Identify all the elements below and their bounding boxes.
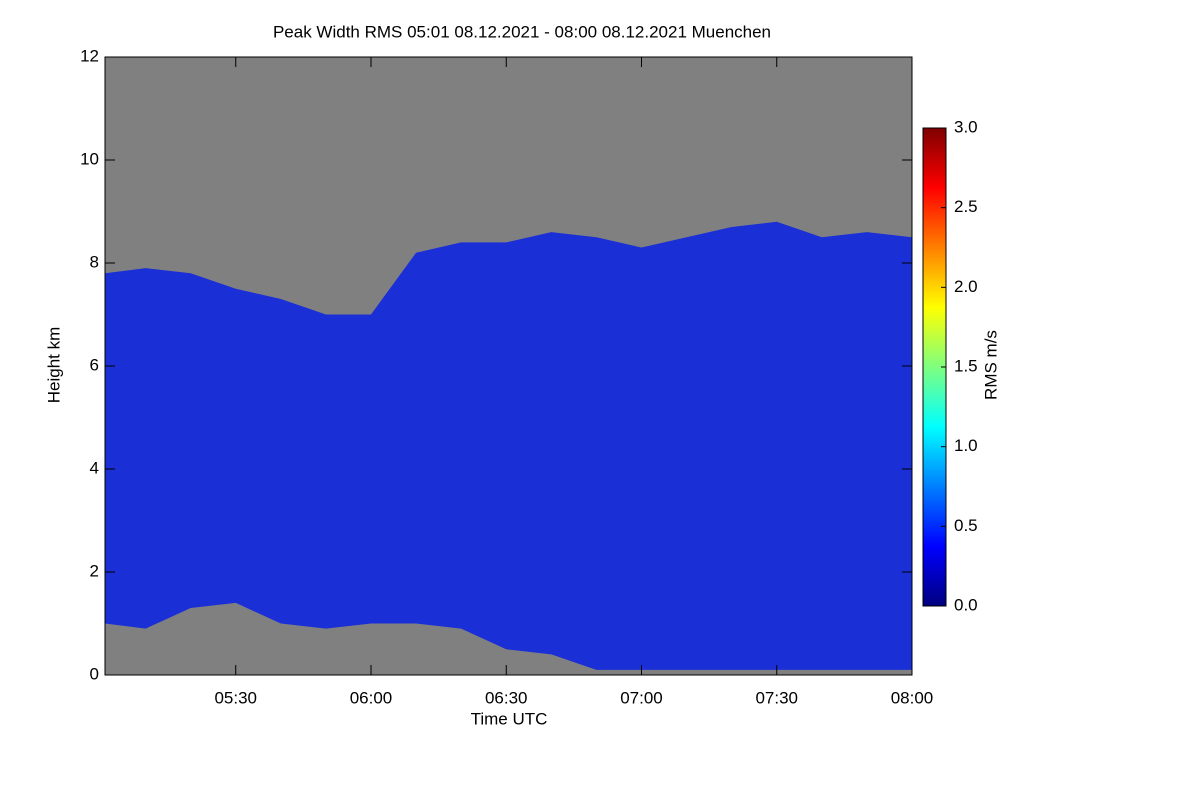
x-tick-label: 06:30 — [485, 688, 528, 707]
x-axis-label: Time UTC — [471, 709, 548, 728]
x-tick-label: 08:00 — [891, 688, 934, 707]
y-tick-label: 6 — [90, 355, 99, 374]
colorbar-label: RMS m/s — [981, 330, 1000, 400]
x-tick-label: 05:30 — [214, 688, 257, 707]
colorbar-tick-label: 1.5 — [954, 356, 978, 375]
x-tick-label: 07:30 — [755, 688, 798, 707]
chart-title: Peak Width RMS 05:01 08.12.2021 - 08:00 … — [273, 22, 771, 41]
y-tick-label: 2 — [90, 561, 99, 580]
colorbar-tick-label: 0.5 — [954, 516, 978, 535]
x-tick-label: 06:00 — [350, 688, 393, 707]
colorbar-tick-label: 0.0 — [954, 595, 978, 614]
y-tick-label: 10 — [80, 149, 99, 168]
colorbar-tick-label: 3.0 — [954, 117, 978, 136]
colorbar-tick-label: 2.5 — [954, 197, 978, 216]
x-tick-label: 07:00 — [620, 688, 663, 707]
y-tick-label: 8 — [90, 252, 99, 271]
y-tick-label: 0 — [90, 664, 99, 683]
y-tick-label: 4 — [90, 458, 99, 477]
colorbar-tick-label: 2.0 — [954, 277, 978, 296]
y-axis-label: Height km — [44, 327, 63, 404]
echo-area — [105, 221, 912, 670]
y-tick-label: 12 — [80, 46, 99, 65]
colorbar-tick-label: 1.0 — [954, 436, 978, 455]
